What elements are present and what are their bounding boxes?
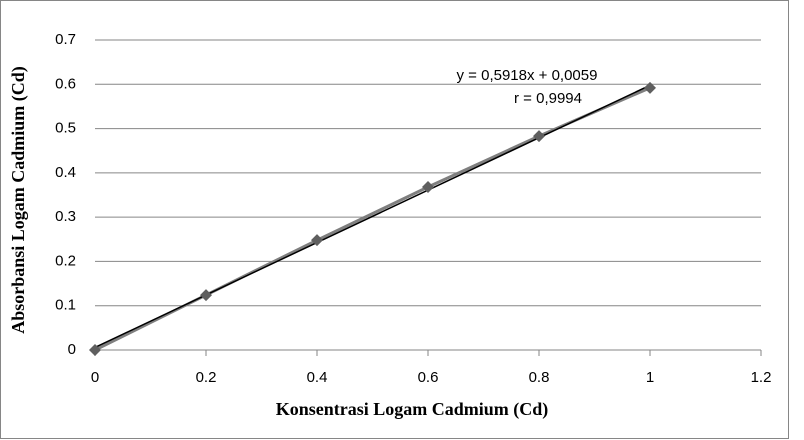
y-tick-label: 0.5 xyxy=(55,120,76,137)
x-tick-label: 0.6 xyxy=(418,369,439,386)
y-tick-label: 0.3 xyxy=(55,208,76,225)
y-tick-label: 0.7 xyxy=(55,31,76,48)
y-axis-title: Absorbansi Logam Cadmium (Cd) xyxy=(8,66,29,334)
data-point xyxy=(311,234,323,247)
equation-label: y = 0,5918x + 0,0059 xyxy=(457,67,598,84)
x-tick-label: 1.2 xyxy=(751,369,772,386)
y-tick-label: 0.6 xyxy=(55,75,76,92)
r-label: r = 0,9994 xyxy=(514,90,582,107)
y-tick-label: 0.4 xyxy=(55,164,76,181)
x-tick-label: 0 xyxy=(91,369,99,386)
x-axis-title: Konsentrasi Logam Cadmium (Cd) xyxy=(276,399,549,420)
x-tick-label: 1 xyxy=(646,369,654,386)
data-point xyxy=(644,81,656,94)
x-tick-label: 0.4 xyxy=(307,369,328,386)
trendline xyxy=(94,84,651,349)
y-tick-label: 0.1 xyxy=(55,297,76,314)
data-point xyxy=(533,130,545,143)
data-point xyxy=(89,344,101,356)
data-point xyxy=(422,181,434,194)
chart-border xyxy=(0,0,789,439)
y-tick-label: 0 xyxy=(68,341,76,358)
y-tick-label: 0.2 xyxy=(55,252,76,269)
x-tick-label: 0.2 xyxy=(196,369,217,386)
data-point xyxy=(200,289,212,302)
x-tick-label: 0.8 xyxy=(529,369,550,386)
